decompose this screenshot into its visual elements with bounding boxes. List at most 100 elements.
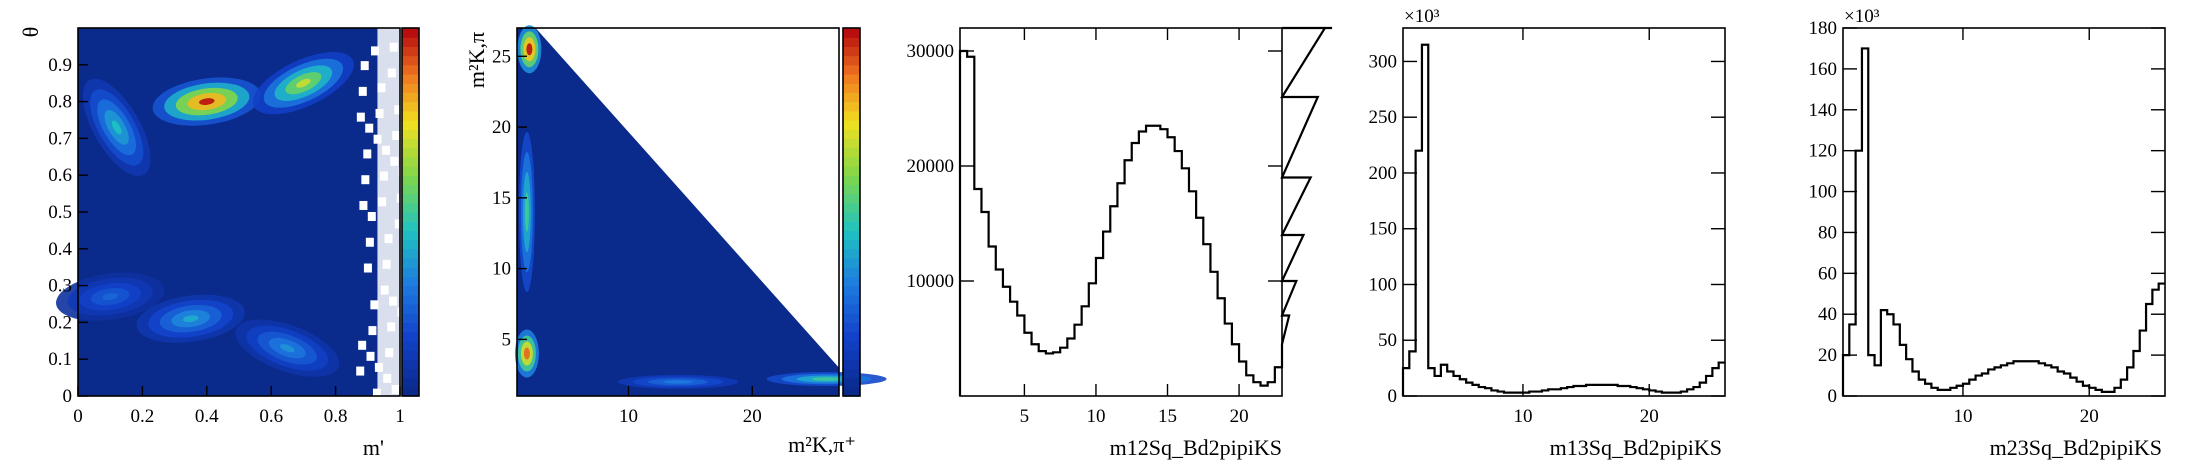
x-tick-label: 10 <box>1086 406 1105 427</box>
histogram-bin <box>1995 367 2001 396</box>
colorbar-segment <box>402 258 419 268</box>
histogram-bin <box>1580 386 1586 396</box>
y-tick-label: 120 <box>1809 141 1838 162</box>
histogram-bin <box>2159 284 2165 396</box>
colorbar-segment <box>843 294 860 305</box>
colorbar-segment <box>402 340 419 351</box>
histogram-bin <box>2001 365 2007 396</box>
histogram-bin <box>1466 383 1472 396</box>
colorbar-segment <box>843 285 860 296</box>
histogram-bin <box>1003 287 1010 396</box>
plot-frame <box>1402 27 1726 397</box>
histogram-bin <box>1132 143 1139 396</box>
histogram-bin <box>1017 316 1024 397</box>
colorbar-segment <box>402 147 419 158</box>
heatmap-empty-cell <box>359 200 368 210</box>
histogram-bin <box>1139 132 1146 397</box>
colorbar-segment <box>402 313 419 323</box>
x-tick-label: 20 <box>1640 406 1659 427</box>
colorbar-segment <box>402 386 419 397</box>
heatmap-empty-cell <box>366 351 375 361</box>
colorbar-segment <box>402 156 419 167</box>
colorbar-segment <box>843 322 860 333</box>
histogram-bin <box>1153 126 1160 396</box>
colorbar-segment <box>843 74 860 84</box>
colorbar-segment <box>402 110 419 121</box>
colorbar-segment <box>843 248 860 259</box>
y-tick-label: 60 <box>1818 263 1837 284</box>
panel-square-dalitz: 0 0.2 0.4 0.6 0.8 1 0 0.1 0.2 0.3 0.4 0.5 0.6 0.7 0.8 0… <box>18 27 420 460</box>
y-tick-label: 300 <box>1369 51 1398 72</box>
colorbar-segment <box>843 212 860 222</box>
histogram-bin <box>1849 324 1855 396</box>
colorbar-segment <box>843 267 860 277</box>
histogram-bin <box>1843 355 1849 396</box>
y-tick-label: 0.3 <box>48 276 72 297</box>
colorbar-segment <box>402 55 419 66</box>
histogram-bin <box>1246 375 1253 396</box>
colorbar-segment <box>402 184 419 195</box>
histogram-bin <box>2114 388 2120 396</box>
histogram-bin <box>1712 368 1718 396</box>
histogram-bin <box>1969 380 1975 396</box>
colorbar-segment <box>402 101 419 112</box>
colorbar-segment <box>402 221 419 231</box>
colorbar-frame <box>842 27 861 397</box>
panel-m13sq: 10 20050100150200250300m13Sq_Bd2pipiKS×10… <box>1369 6 1726 460</box>
histogram-bin <box>1409 351 1415 396</box>
histogram-bin <box>2020 361 2026 396</box>
histogram-bin <box>1479 387 1485 396</box>
x-axis-title: m23Sq_Bd2pipiKS <box>1990 435 2162 460</box>
histogram-bin <box>1693 387 1699 396</box>
y-tick-label: 0.8 <box>48 92 72 113</box>
colorbar-segment <box>843 101 860 112</box>
histogram-bin <box>1950 388 1956 396</box>
colorbar-segment <box>402 74 419 84</box>
histogram-bin <box>2032 361 2038 396</box>
colorbar-segment <box>402 175 419 185</box>
histogram-bin <box>1491 390 1497 396</box>
histogram-bin <box>2058 371 2064 396</box>
y-tick-label: 25 <box>492 46 511 67</box>
histogram-bin <box>1706 376 1712 396</box>
histogram-bin <box>1210 272 1217 396</box>
histogram-bin <box>2077 382 2083 396</box>
histogram-bin <box>1643 389 1649 396</box>
colorbar-segment <box>843 120 860 130</box>
colorbar-segment <box>843 193 860 204</box>
histogram-bin <box>1611 385 1617 396</box>
heatmap-hotspot <box>811 377 842 381</box>
histogram-bin <box>1618 386 1624 396</box>
colorbar-segment <box>843 129 860 139</box>
colorbar-segment <box>843 350 860 360</box>
x-axis-title: m²K,π⁺ <box>788 432 856 457</box>
histogram-bin <box>2140 331 2146 396</box>
histogram-bin <box>1168 137 1175 396</box>
histogram-bin <box>967 57 974 396</box>
colorbar-segment <box>843 83 860 93</box>
x-tick-label: 10 <box>619 406 638 427</box>
y-tick-label: 20000 <box>907 156 955 177</box>
colorbar-segment <box>843 64 860 75</box>
histogram-bin <box>1218 298 1225 396</box>
y-tick-label: 180 <box>1809 18 1838 39</box>
x-tick-label: 1 <box>395 406 405 427</box>
histogram-line <box>1401 43 1725 396</box>
histogram-bin <box>1117 183 1124 396</box>
x-tick-label: 0 <box>73 406 83 427</box>
colorbar-segment <box>843 46 860 57</box>
y-axis-title: m²K,π <box>464 32 489 88</box>
colorbar-segment <box>843 175 860 185</box>
heatmap-empty-cell <box>356 366 365 376</box>
x-tick-label: 20 <box>2080 406 2099 427</box>
x-tick-label: 0.4 <box>195 406 219 427</box>
axis-multiplier: ×10³ <box>1844 6 1880 27</box>
histogram-bin <box>1912 371 1918 396</box>
histogram-bin <box>1988 369 1994 396</box>
histogram-bin <box>1189 191 1196 396</box>
histogram-bin <box>1649 390 1655 396</box>
y-tick-label: 0.2 <box>48 312 72 333</box>
histogram-bin <box>1422 45 1428 396</box>
histogram-bin <box>2026 361 2032 396</box>
histogram-bin <box>1605 385 1611 396</box>
